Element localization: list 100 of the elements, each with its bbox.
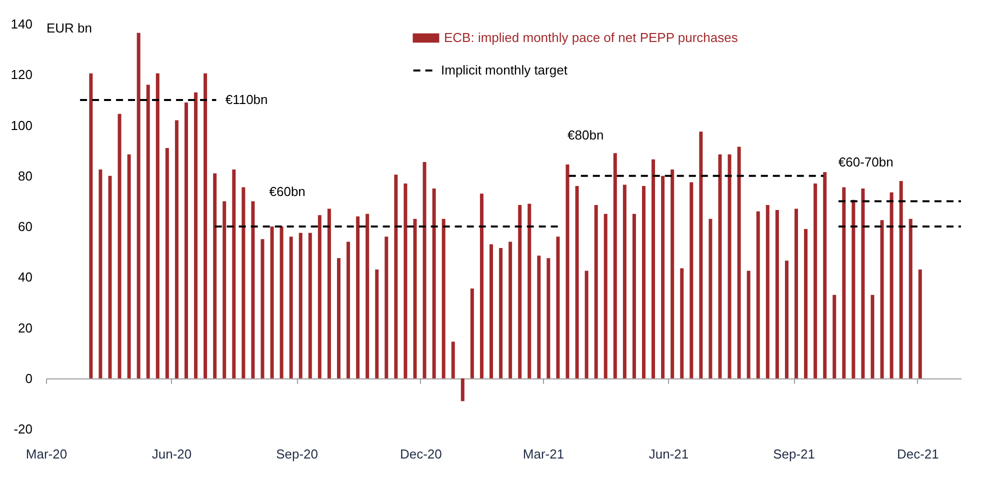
bar	[327, 208, 331, 378]
bar	[184, 102, 188, 378]
y-tick-label: 0	[25, 370, 32, 386]
bar	[222, 201, 226, 378]
bar	[280, 226, 284, 378]
bar	[260, 239, 264, 378]
bar	[718, 154, 722, 378]
bar	[489, 244, 493, 378]
bar	[270, 226, 274, 378]
bar	[528, 204, 532, 378]
bar	[584, 270, 588, 378]
bar	[242, 187, 246, 378]
annotation: €60-70bn	[838, 154, 894, 170]
bar	[737, 146, 741, 378]
bar	[318, 215, 322, 378]
y-tick-label: 80	[18, 168, 32, 184]
bar	[861, 188, 865, 378]
bar	[642, 186, 646, 378]
bar	[232, 170, 236, 378]
x-tick-label: Sep-21	[773, 446, 815, 462]
bar	[108, 176, 112, 378]
bar	[499, 248, 503, 378]
y-tick-label: 40	[18, 270, 32, 285]
bar	[661, 176, 665, 378]
bar	[518, 204, 522, 378]
bar	[870, 294, 874, 378]
bar	[814, 183, 818, 378]
bar	[632, 214, 636, 378]
bar	[213, 173, 217, 378]
bar	[690, 182, 694, 378]
bar	[404, 183, 408, 378]
bar	[442, 218, 446, 378]
bar	[832, 294, 836, 378]
bar	[546, 258, 550, 378]
bar	[728, 154, 732, 378]
y-axis-title: EUR bn	[46, 20, 92, 36]
bar	[775, 210, 779, 378]
legend-label: ECB: implied monthly pace of net PEPP purchases	[444, 30, 738, 45]
bar	[670, 170, 674, 378]
y-tick-label: 140	[10, 16, 32, 32]
bar	[794, 208, 798, 378]
x-tick-label: Jun-21	[648, 446, 689, 462]
bar	[375, 270, 379, 378]
bar	[422, 162, 426, 378]
bar	[470, 288, 474, 378]
bar	[556, 236, 560, 378]
bar	[346, 242, 350, 378]
bar	[336, 258, 340, 378]
bar	[537, 256, 541, 378]
annotation: €60bn	[269, 184, 306, 200]
bar	[880, 220, 884, 378]
y-tick-label: 20	[18, 320, 32, 336]
bar	[413, 218, 417, 378]
x-tick-label: Mar-20	[26, 446, 68, 462]
bar	[460, 378, 464, 402]
bar	[604, 214, 608, 378]
bar	[784, 260, 788, 378]
x-tick-label: Sep-20	[276, 446, 318, 462]
bar	[174, 120, 178, 378]
bar	[394, 174, 398, 378]
bar	[194, 92, 198, 378]
y-tick-label: 100	[10, 118, 32, 133]
bar	[575, 186, 579, 378]
bar	[746, 270, 750, 378]
bar	[146, 84, 150, 378]
bar	[384, 236, 388, 378]
bar	[890, 192, 894, 378]
bar	[480, 194, 484, 378]
bar	[308, 232, 312, 378]
bar	[251, 201, 255, 378]
bar	[356, 216, 360, 378]
y-tick-label: -20	[14, 422, 32, 436]
bar	[622, 184, 626, 378]
bar	[156, 73, 160, 378]
bar	[451, 342, 455, 378]
bar	[708, 218, 712, 378]
bar	[432, 188, 436, 378]
bar	[136, 32, 140, 378]
bar	[652, 159, 656, 378]
bar	[118, 114, 122, 378]
bar	[699, 132, 703, 378]
legend-label: Implicit monthly target	[441, 62, 568, 78]
bar	[680, 268, 684, 378]
bar	[613, 153, 617, 378]
bar	[366, 214, 370, 378]
bar	[804, 229, 808, 378]
x-tick-label: Dec-21	[896, 446, 939, 462]
x-tick-label: Mar-21	[522, 446, 564, 462]
bar	[852, 200, 856, 378]
bar	[918, 270, 922, 378]
bar	[899, 180, 903, 378]
bar	[766, 204, 770, 378]
bar	[594, 204, 598, 378]
bar	[823, 172, 827, 378]
x-tick-label: Dec-20	[400, 446, 442, 462]
bar	[89, 73, 93, 378]
bar	[127, 154, 131, 378]
bar	[842, 187, 846, 378]
annotation: €110bn	[225, 92, 268, 108]
y-tick-label: 120	[10, 67, 32, 82]
